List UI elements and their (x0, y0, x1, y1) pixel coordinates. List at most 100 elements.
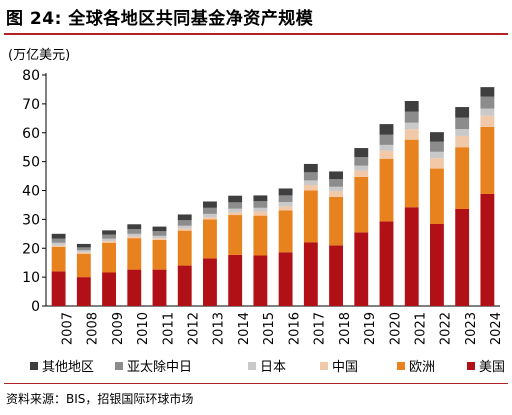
bar-segment (329, 191, 343, 197)
x-tick-label: 2016 (287, 312, 302, 345)
bar-segment (152, 235, 167, 239)
bar-segment (455, 208, 470, 306)
figure-source: 资料来源：BIS，招银国际环球市场 (6, 392, 194, 406)
bar-segment (228, 254, 243, 306)
bar-segment (379, 144, 394, 151)
x-tick-label: 2011 (161, 312, 176, 345)
bar-segment (177, 230, 192, 266)
x-tick-label: 2018 (338, 312, 353, 345)
legend-swatch (248, 362, 256, 370)
y-tick-label: 60 (22, 126, 40, 142)
bar-segment (278, 206, 293, 211)
bar-segment (152, 239, 167, 270)
bar-segment (430, 224, 444, 306)
bar-segment (455, 129, 470, 136)
x-tick-label: 2015 (262, 312, 277, 345)
bar-segment (455, 107, 470, 118)
bar-segment (404, 111, 419, 123)
bar-segment (253, 255, 268, 306)
y-tick-label: 30 (22, 212, 40, 228)
bar-segment (177, 228, 192, 231)
bar-segment (455, 117, 470, 129)
bar-segment (177, 265, 192, 306)
bar-segment (228, 208, 243, 213)
bar-segment (354, 148, 369, 157)
bar-segment (329, 245, 343, 306)
bar-segment (329, 186, 343, 192)
bar-segment (303, 172, 318, 181)
x-tick-label: 2017 (313, 312, 328, 345)
bar-segment (177, 214, 192, 221)
x-tick-label: 2010 (136, 312, 151, 345)
bar-segment (404, 100, 419, 112)
bar-segment (480, 96, 495, 109)
y-tick-label: 10 (22, 270, 40, 286)
bar-segment (177, 225, 192, 229)
bar-segment (404, 139, 419, 208)
y-tick-label: 80 (22, 68, 40, 84)
bar-segment (203, 217, 217, 220)
legend-label: 欧洲 (409, 360, 435, 375)
bar-segment (354, 170, 369, 177)
bar-segment (253, 215, 268, 256)
bar-segment (102, 234, 116, 239)
bar-segment (480, 126, 495, 194)
bar-segment (303, 163, 318, 173)
bar-segment (480, 108, 495, 116)
bar-segment (76, 243, 91, 248)
chart: (万亿美元) 0 10 20 30 40 50 60 70 80 2007 2008 2009 2010… (8, 48, 505, 375)
bar-segment (102, 241, 116, 243)
bar-segment (152, 231, 167, 236)
x-tick-label: 2013 (212, 312, 227, 345)
x-tick-label: 2009 (111, 312, 126, 345)
bar-segment (253, 207, 268, 212)
source-rule (4, 383, 508, 384)
bar-segment (51, 233, 66, 239)
bar-segment (329, 171, 343, 180)
legend-swatch (30, 362, 38, 370)
bar-segment (51, 245, 66, 247)
bar-segment (303, 242, 318, 306)
bar-segment (278, 210, 293, 253)
legend-label: 中国 (332, 360, 358, 375)
bar-segment (152, 226, 167, 232)
bar-segment (278, 195, 293, 203)
bar-segment (430, 151, 444, 159)
bar-segment (51, 271, 66, 306)
legend-swatch (397, 362, 405, 370)
bar-segment (404, 207, 419, 306)
bar-segment (430, 158, 444, 169)
legend: 其他地区 亚太除中日 日本 中国 欧洲 美国 (30, 360, 505, 375)
bar-segment (203, 258, 217, 306)
bar-segment (51, 242, 66, 246)
title-rule (4, 33, 508, 35)
bar-segment (404, 129, 419, 140)
bar-segment (379, 158, 394, 222)
bar-segment (203, 201, 217, 208)
bar-segment (253, 211, 268, 216)
bar-segment (354, 176, 369, 233)
bar-segment (76, 247, 91, 251)
bar-segment (404, 122, 419, 130)
bar-segment (203, 207, 217, 214)
x-tick-label: 2012 (187, 312, 202, 345)
bar-segment (127, 269, 142, 306)
legend-label: 日本 (260, 360, 286, 375)
bar-segment (480, 115, 495, 127)
y-unit-label: (万亿美元) (8, 48, 70, 63)
bar-segment (152, 238, 167, 240)
x-tick-label: 2007 (60, 312, 75, 345)
bar-segment (430, 141, 444, 152)
legend-label: 美国 (479, 360, 505, 375)
x-tick-label: 2024 (489, 312, 504, 345)
bar-segment (278, 202, 293, 207)
bar-segment (303, 185, 318, 191)
bar-segment (76, 277, 91, 307)
bar-segment (354, 157, 369, 166)
bar-segment (228, 195, 243, 203)
legend-label: 其他地区 (42, 360, 94, 375)
y-tick-label: 50 (22, 155, 40, 171)
bar-segment (127, 229, 142, 234)
bar-segment (430, 132, 444, 142)
bar-segment (455, 135, 470, 148)
